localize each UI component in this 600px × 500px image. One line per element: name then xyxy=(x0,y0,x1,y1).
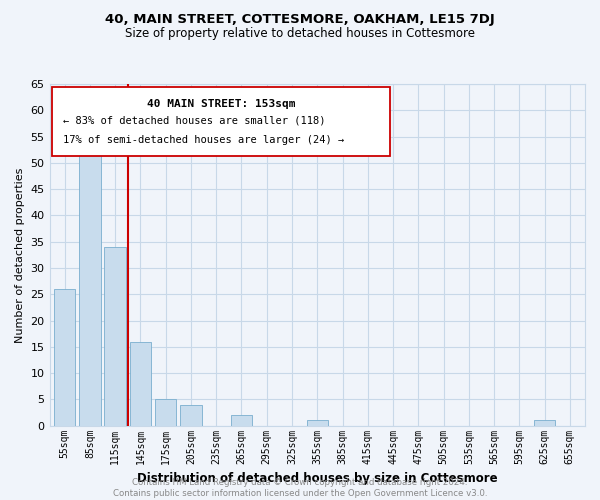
X-axis label: Distribution of detached houses by size in Cottesmore: Distribution of detached houses by size … xyxy=(137,472,497,485)
Bar xyxy=(231,415,252,426)
Text: Size of property relative to detached houses in Cottesmore: Size of property relative to detached ho… xyxy=(125,28,475,40)
Text: 40 MAIN STREET: 153sqm: 40 MAIN STREET: 153sqm xyxy=(146,98,295,108)
FancyBboxPatch shape xyxy=(52,88,389,156)
Bar xyxy=(130,342,151,425)
Bar xyxy=(79,142,101,426)
Bar xyxy=(307,420,328,426)
Text: 40, MAIN STREET, COTTESMORE, OAKHAM, LE15 7DJ: 40, MAIN STREET, COTTESMORE, OAKHAM, LE1… xyxy=(105,12,495,26)
Y-axis label: Number of detached properties: Number of detached properties xyxy=(15,167,25,342)
Bar xyxy=(180,404,202,425)
Text: Contains HM Land Registry data © Crown copyright and database right 2024.
Contai: Contains HM Land Registry data © Crown c… xyxy=(113,478,487,498)
Text: ← 83% of detached houses are smaller (118): ← 83% of detached houses are smaller (11… xyxy=(63,116,325,126)
Bar xyxy=(54,289,76,426)
Bar xyxy=(155,400,176,425)
Bar xyxy=(534,420,556,426)
Bar xyxy=(104,247,126,426)
Text: 17% of semi-detached houses are larger (24) →: 17% of semi-detached houses are larger (… xyxy=(63,135,344,145)
